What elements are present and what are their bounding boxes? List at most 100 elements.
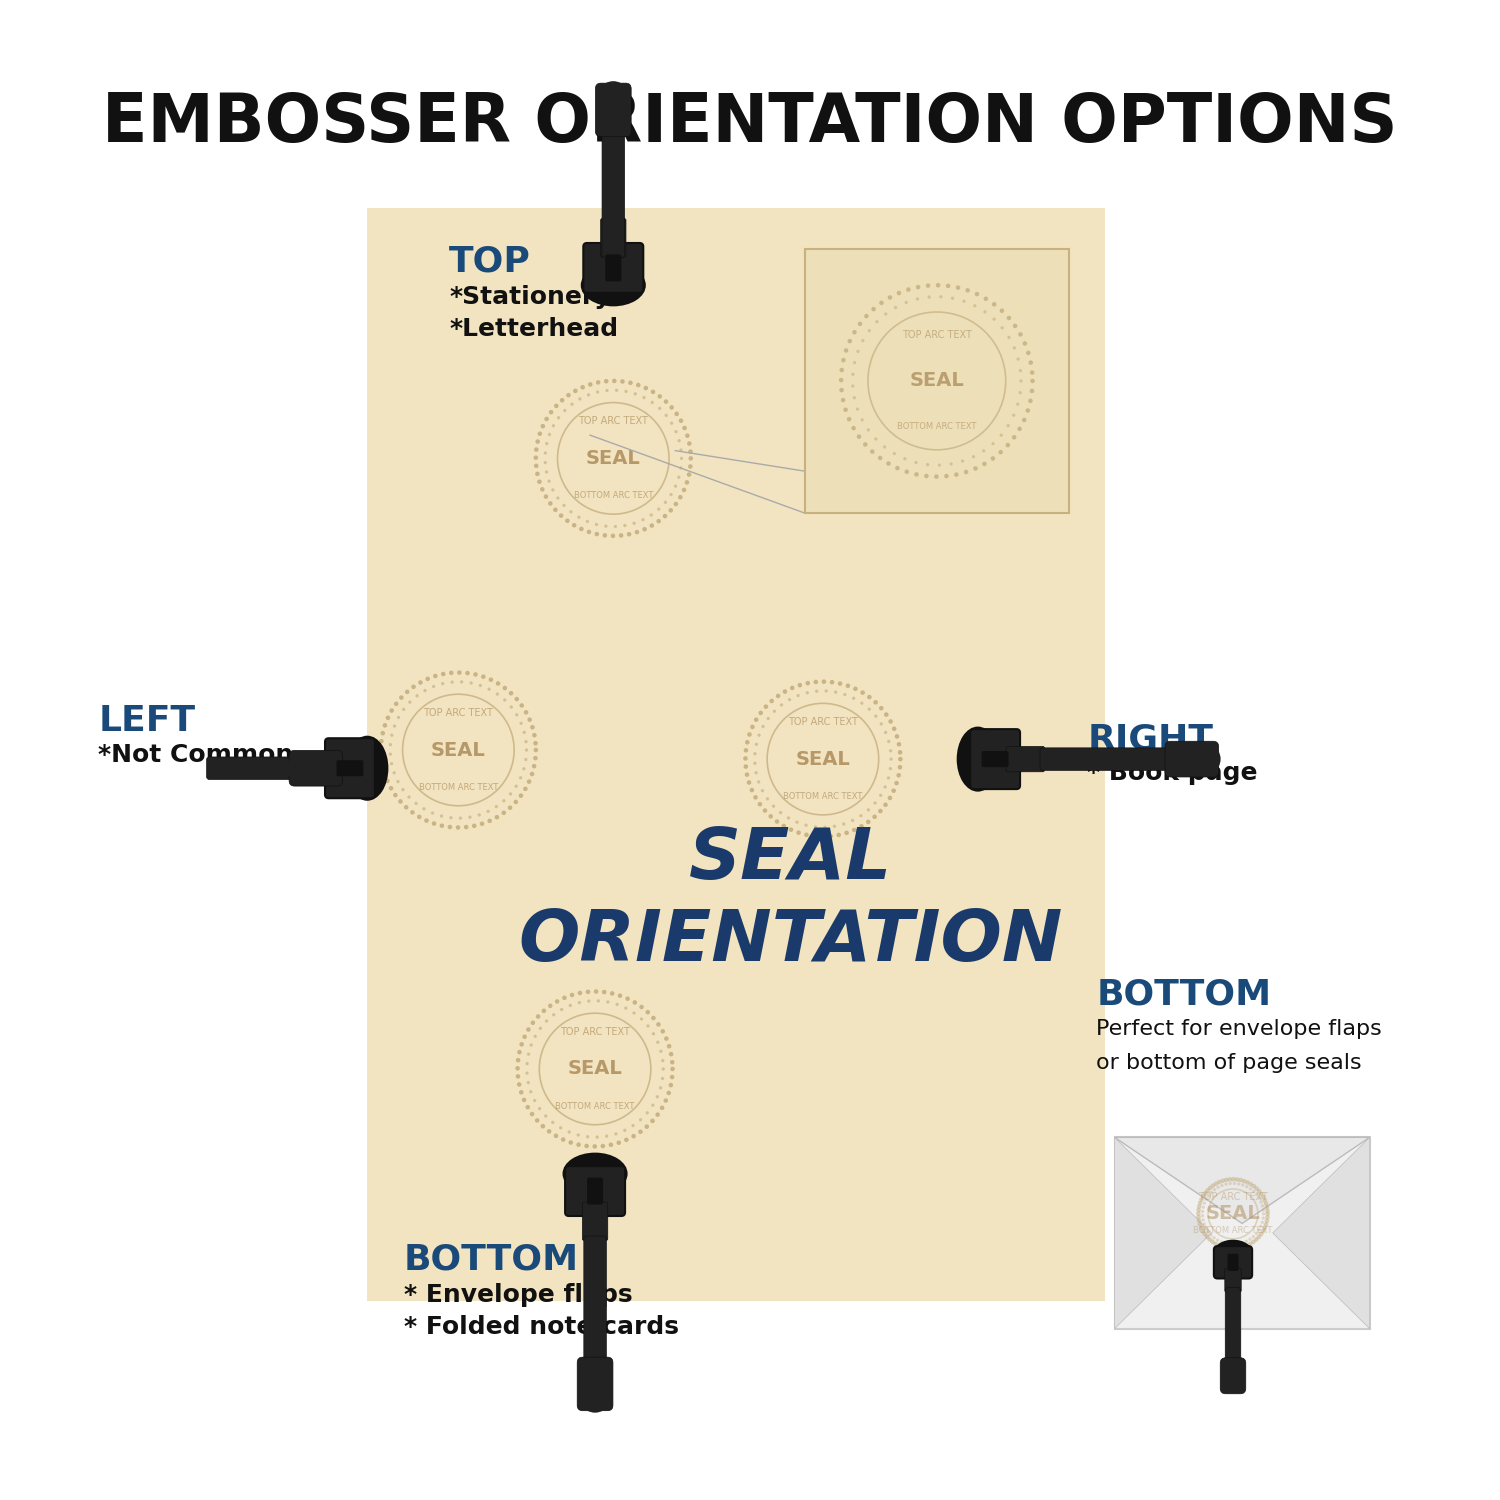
Circle shape [1256,1192,1258,1197]
Ellipse shape [1206,748,1221,771]
Circle shape [433,674,438,678]
Circle shape [604,380,609,384]
Circle shape [764,705,768,710]
Bar [1114,1137,1370,1329]
Text: * Folded note cards: * Folded note cards [404,1316,678,1340]
Text: SEAL: SEAL [909,372,964,390]
Circle shape [884,446,886,448]
Circle shape [398,716,400,718]
Circle shape [616,1140,621,1144]
Circle shape [458,670,462,675]
FancyBboxPatch shape [981,752,1008,766]
Circle shape [526,1053,530,1056]
Circle shape [568,1140,573,1144]
Circle shape [536,471,540,476]
Circle shape [904,470,909,474]
Circle shape [1202,1206,1204,1209]
Circle shape [1262,1196,1266,1200]
Circle shape [867,429,870,432]
Circle shape [824,825,827,830]
Circle shape [688,464,693,470]
Circle shape [1252,1190,1256,1192]
Text: SEAL: SEAL [690,825,892,894]
Circle shape [642,526,646,531]
Circle shape [852,426,856,430]
Circle shape [774,819,780,824]
Circle shape [1263,1222,1268,1227]
Circle shape [570,402,573,406]
Circle shape [890,758,892,760]
Circle shape [657,507,660,512]
Circle shape [926,284,930,288]
Circle shape [596,390,600,393]
Circle shape [594,532,598,537]
Circle shape [657,394,662,399]
Circle shape [526,780,531,784]
Circle shape [891,789,896,794]
Circle shape [770,699,774,703]
Circle shape [560,398,564,402]
Circle shape [528,717,532,722]
Circle shape [658,1086,662,1089]
Circle shape [576,1134,580,1137]
Circle shape [772,804,776,808]
Circle shape [853,687,858,692]
Circle shape [488,687,490,692]
Circle shape [1245,1239,1248,1244]
Circle shape [540,488,544,492]
Circle shape [411,684,416,688]
Text: or bottom of page seals: or bottom of page seals [1096,1053,1362,1072]
Circle shape [1262,1209,1264,1212]
FancyBboxPatch shape [602,129,624,258]
Circle shape [1208,1238,1212,1242]
Circle shape [402,788,405,792]
Circle shape [592,1144,597,1149]
Circle shape [532,734,537,738]
Circle shape [532,756,537,760]
Text: SEAL: SEAL [567,1059,622,1078]
Circle shape [758,780,760,783]
Circle shape [1263,1226,1268,1230]
Circle shape [1022,417,1026,422]
Circle shape [606,388,609,392]
Circle shape [1198,1200,1203,1204]
FancyBboxPatch shape [1226,1287,1240,1366]
Circle shape [543,495,548,500]
Circle shape [524,786,528,790]
Circle shape [871,308,876,312]
Circle shape [1260,1228,1266,1233]
Circle shape [525,748,528,752]
Circle shape [878,808,882,813]
Circle shape [441,672,446,676]
Circle shape [1224,1242,1227,1245]
Circle shape [878,456,882,460]
Circle shape [536,440,540,444]
Circle shape [856,408,859,411]
Circle shape [657,519,662,524]
Circle shape [1234,1178,1239,1182]
Text: * Book page: * Book page [1088,760,1257,784]
Circle shape [744,772,750,777]
Circle shape [744,765,748,770]
Circle shape [874,714,878,718]
Circle shape [423,688,426,692]
Circle shape [822,680,827,684]
Circle shape [531,1020,536,1025]
Circle shape [861,339,864,342]
Circle shape [662,1059,664,1062]
Circle shape [1257,1190,1262,1194]
Circle shape [548,433,550,436]
Circle shape [1227,1246,1232,1251]
Circle shape [762,808,768,813]
Circle shape [606,1000,609,1004]
Circle shape [381,730,386,735]
Circle shape [640,1017,644,1020]
Circle shape [536,1118,540,1122]
Circle shape [1230,1246,1234,1251]
Text: *Not Common: *Not Common [99,742,294,766]
Circle shape [796,694,800,698]
Circle shape [1216,1239,1219,1242]
Circle shape [842,358,846,363]
Circle shape [664,501,668,504]
Circle shape [844,831,849,836]
